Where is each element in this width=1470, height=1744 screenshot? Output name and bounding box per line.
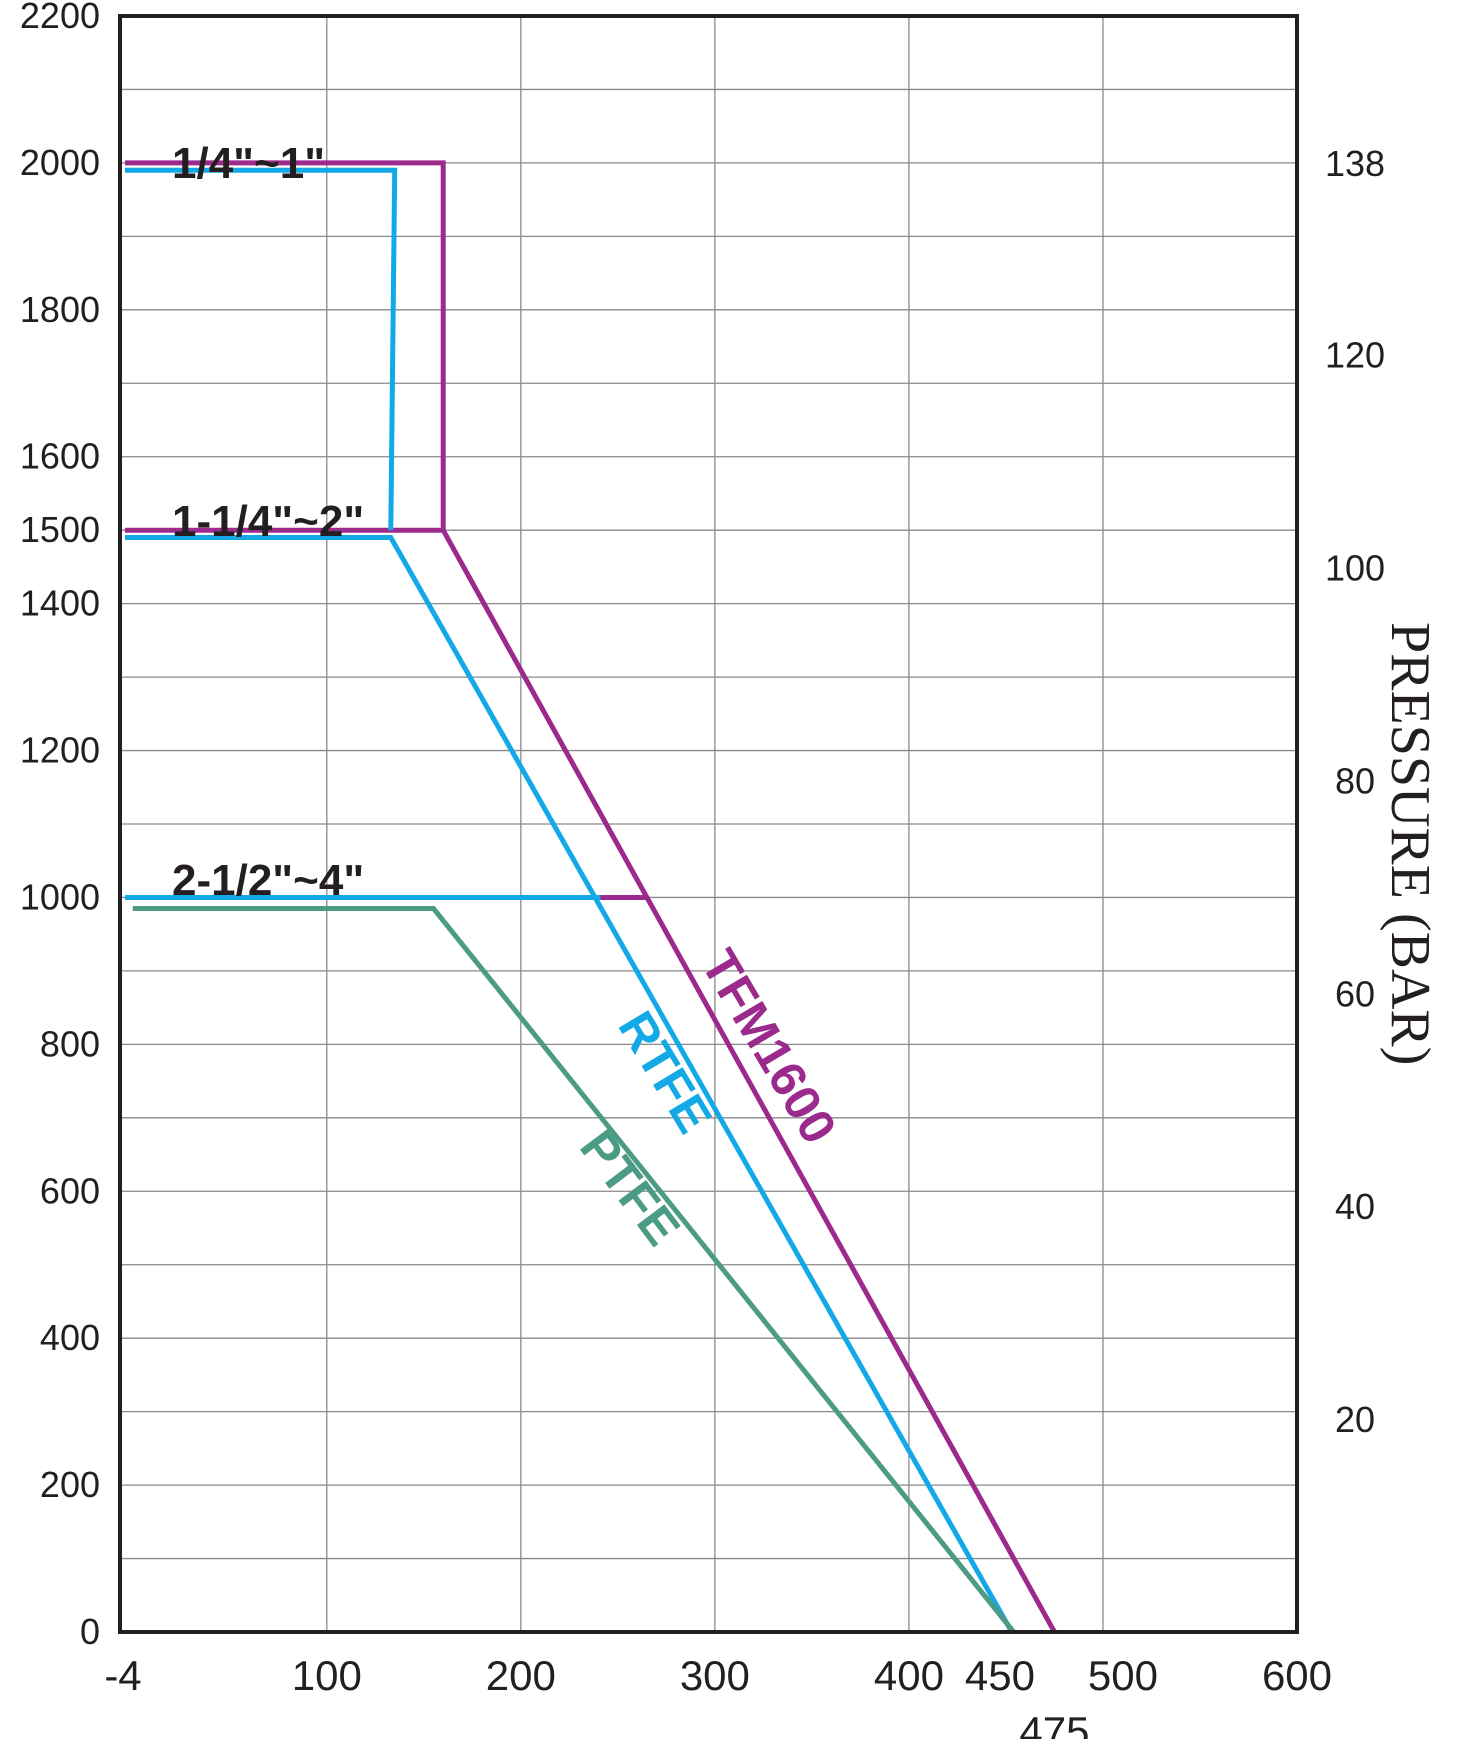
series-line-tfm1600 (125, 160, 446, 531)
grid (120, 16, 1297, 1632)
y-tick-label: 0 (80, 1611, 100, 1652)
y-tick-label: 1000 (20, 876, 100, 917)
series-line-rtfe (125, 167, 398, 531)
x-tick-label: 600 (1262, 1652, 1332, 1699)
y2-axis-title: PRESSURE (BAR) (1379, 622, 1441, 1065)
x-tick-label: 200 (486, 1652, 556, 1699)
y2-axis-ticks: 138 120 100 80 60 40 20 (1325, 143, 1385, 1440)
x-tick-label: 450 (965, 1652, 1035, 1699)
y-tick-label: 1600 (20, 436, 100, 477)
y2-tick-label: 120 (1325, 335, 1385, 376)
y2-tick-label: 20 (1335, 1399, 1375, 1440)
size-label-quarter-to-one: 1/4"~1" (172, 139, 325, 188)
x-tick-label: 100 (292, 1652, 362, 1699)
x-tick-label: 400 (874, 1652, 944, 1699)
x-tick-label: 500 (1088, 1652, 1158, 1699)
series-label-rtfe: RTFE (608, 1002, 723, 1143)
y-tick-label: 400 (40, 1317, 100, 1358)
y2-tick-label: 100 (1325, 547, 1385, 588)
y-tick-label: 1200 (20, 730, 100, 771)
y-tick-label: 1400 (20, 583, 100, 624)
y2-tick-label: 60 (1335, 973, 1375, 1014)
y-tick-label: 800 (40, 1023, 100, 1064)
y2-tick-label: 138 (1325, 143, 1385, 184)
y-tick-label: 600 (40, 1170, 100, 1211)
series-line-tfm1600 (125, 527, 1057, 1634)
series-label-ptfe: PTFE (569, 1120, 691, 1256)
y-tick-label: 1800 (20, 289, 100, 330)
y-axis-ticks: 2200200018001600150014001200100080060040… (20, 0, 100, 1652)
y-tick-label: 1500 (20, 509, 100, 550)
x-axis-ticks: -4 100 200 300 400 450 500 600 475 (104, 1652, 1332, 1744)
y-tick-label: 2000 (20, 142, 100, 183)
series-line-ptfe (132, 906, 1016, 1634)
series-lines (125, 160, 1057, 1634)
y2-tick-label: 40 (1335, 1186, 1375, 1227)
y-tick-label: 2200 (20, 0, 100, 36)
x-tick-label: 475 (1019, 1708, 1089, 1739)
y-tick-label: 200 (40, 1464, 100, 1505)
series-line-rtfe (125, 535, 1014, 1634)
plot-frame (118, 14, 1299, 1634)
y2-tick-label: 80 (1335, 760, 1375, 801)
x-tick-label: -4 (104, 1652, 141, 1699)
size-label-one-quarter-to-two: 1-1/4"~2" (172, 497, 364, 546)
x-tick-label: 300 (680, 1652, 750, 1699)
size-label-two-half-to-four: 2-1/2"~4" (172, 856, 364, 905)
